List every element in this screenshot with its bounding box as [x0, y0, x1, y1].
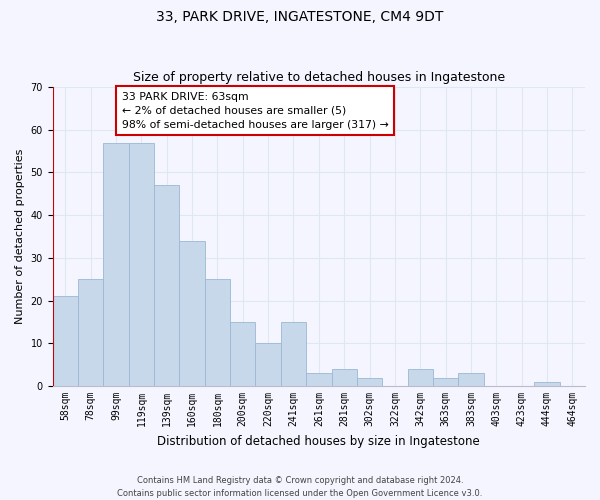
Y-axis label: Number of detached properties: Number of detached properties: [15, 149, 25, 324]
Bar: [230, 322, 256, 386]
Text: 33 PARK DRIVE: 63sqm
← 2% of detached houses are smaller (5)
98% of semi-detache: 33 PARK DRIVE: 63sqm ← 2% of detached ho…: [122, 92, 389, 130]
Bar: [357, 378, 382, 386]
Bar: [281, 322, 306, 386]
Text: 33, PARK DRIVE, INGATESTONE, CM4 9DT: 33, PARK DRIVE, INGATESTONE, CM4 9DT: [157, 10, 443, 24]
Bar: [154, 186, 179, 386]
Bar: [407, 369, 433, 386]
Bar: [256, 344, 281, 386]
Bar: [78, 280, 103, 386]
Title: Size of property relative to detached houses in Ingatestone: Size of property relative to detached ho…: [133, 72, 505, 85]
Bar: [535, 382, 560, 386]
Bar: [433, 378, 458, 386]
Bar: [129, 142, 154, 386]
Bar: [332, 369, 357, 386]
Bar: [103, 142, 129, 386]
Bar: [458, 373, 484, 386]
Bar: [53, 296, 78, 386]
Bar: [306, 373, 332, 386]
Text: Contains HM Land Registry data © Crown copyright and database right 2024.
Contai: Contains HM Land Registry data © Crown c…: [118, 476, 482, 498]
X-axis label: Distribution of detached houses by size in Ingatestone: Distribution of detached houses by size …: [157, 434, 480, 448]
Bar: [179, 241, 205, 386]
Bar: [205, 280, 230, 386]
